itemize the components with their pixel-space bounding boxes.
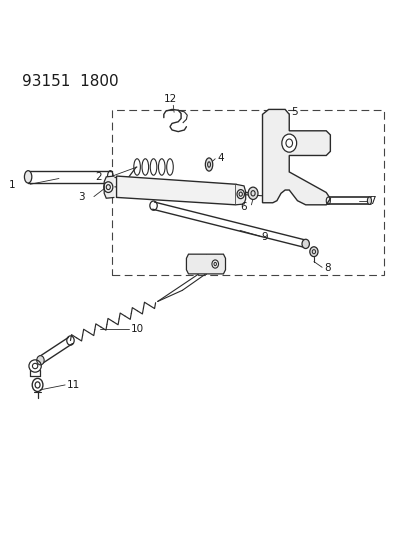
Polygon shape [186,254,225,274]
Text: 12: 12 [163,94,176,104]
Polygon shape [235,184,245,205]
Text: 9: 9 [261,232,267,242]
Ellipse shape [205,158,212,171]
Text: 11: 11 [66,380,79,390]
Ellipse shape [37,356,44,365]
Text: 5: 5 [290,107,297,117]
Polygon shape [104,176,114,198]
Text: 1: 1 [8,181,15,190]
Polygon shape [262,109,330,205]
Ellipse shape [301,239,309,248]
Ellipse shape [309,247,317,256]
Text: 93151  1800: 93151 1800 [22,75,118,90]
Text: 6: 6 [240,202,247,212]
Ellipse shape [281,134,296,152]
Ellipse shape [24,171,32,183]
Text: 2: 2 [95,172,102,182]
Ellipse shape [366,197,370,204]
Text: 8: 8 [323,263,330,273]
Text: 7: 7 [368,196,375,206]
Bar [112,110,383,274]
Text: 4: 4 [217,153,223,163]
Ellipse shape [247,187,257,199]
Text: 3: 3 [78,192,84,203]
Text: 10: 10 [130,324,143,334]
Polygon shape [116,176,235,205]
